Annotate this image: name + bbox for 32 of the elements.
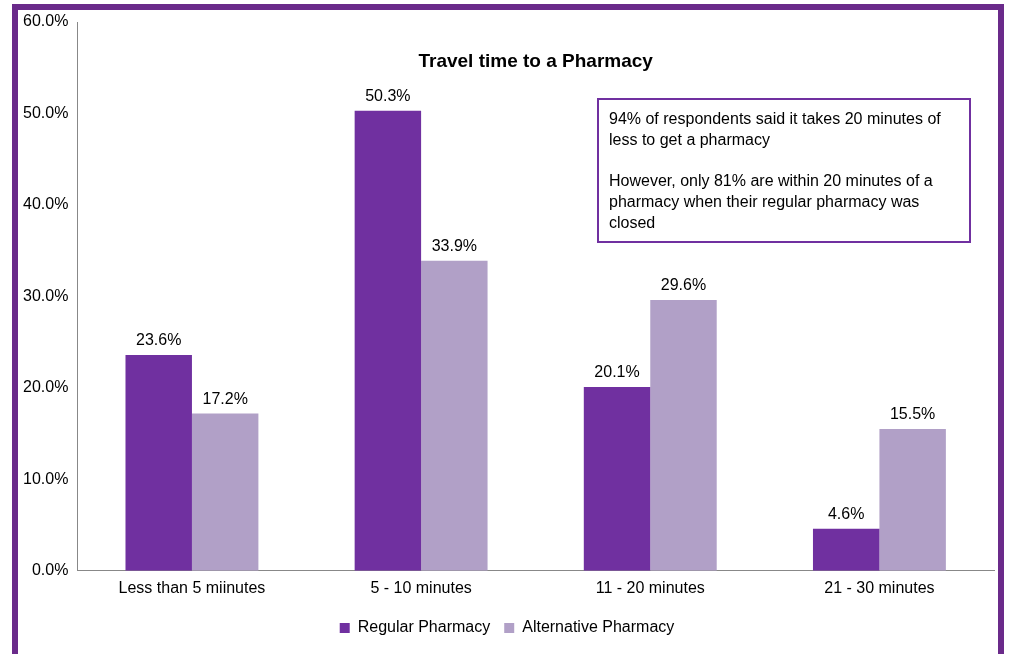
bar bbox=[354, 110, 422, 571]
bar bbox=[125, 354, 192, 571]
annotation: 94% of respondents said it takes 20 minutes of less to get a pharmacy bbox=[609, 109, 942, 150]
x-tick-label: 5 - 10 minutes bbox=[370, 578, 472, 596]
text: Travel time to a Pharmacy bbox=[418, 50, 654, 72]
legend-label: Regular Pharmacy bbox=[357, 618, 491, 636]
bar bbox=[650, 300, 717, 571]
data-label: 29.6% bbox=[660, 276, 707, 294]
data-label: 33.9% bbox=[431, 237, 478, 255]
y-tick-label: 40.0% bbox=[22, 195, 69, 213]
x-tick-label: 11 - 20 minutes bbox=[595, 578, 705, 596]
bar bbox=[421, 260, 488, 571]
y-tick-label: 60.0% bbox=[22, 12, 69, 30]
annotation: However, only 81% are within 20 minutes of a pharmacy when their regular pharmacy was closed bbox=[609, 171, 934, 233]
data-label: 4.6% bbox=[827, 505, 865, 523]
x-tick-label: 21 - 30 minutes bbox=[824, 578, 935, 596]
bar bbox=[191, 413, 259, 571]
legend-label: Alternative Pharmacy bbox=[522, 618, 675, 636]
y-tick-label: 0.0% bbox=[31, 561, 69, 579]
y-tick-label: 20.0% bbox=[22, 378, 69, 396]
bar bbox=[879, 429, 946, 571]
y-tick-label: 50.0% bbox=[22, 103, 69, 121]
x-tick-label: Less than 5 miinutes bbox=[118, 578, 266, 596]
data-label: 50.3% bbox=[365, 87, 411, 105]
y-tick-label: 30.0% bbox=[22, 286, 69, 304]
data-label: 23.6% bbox=[136, 331, 182, 349]
y-tick-label: 10.0% bbox=[22, 469, 69, 487]
bar bbox=[812, 528, 880, 571]
data-label: 20.1% bbox=[594, 363, 640, 381]
data-label: 15.5% bbox=[889, 405, 936, 423]
bar bbox=[583, 386, 651, 571]
data-label: 17.2% bbox=[202, 389, 248, 407]
